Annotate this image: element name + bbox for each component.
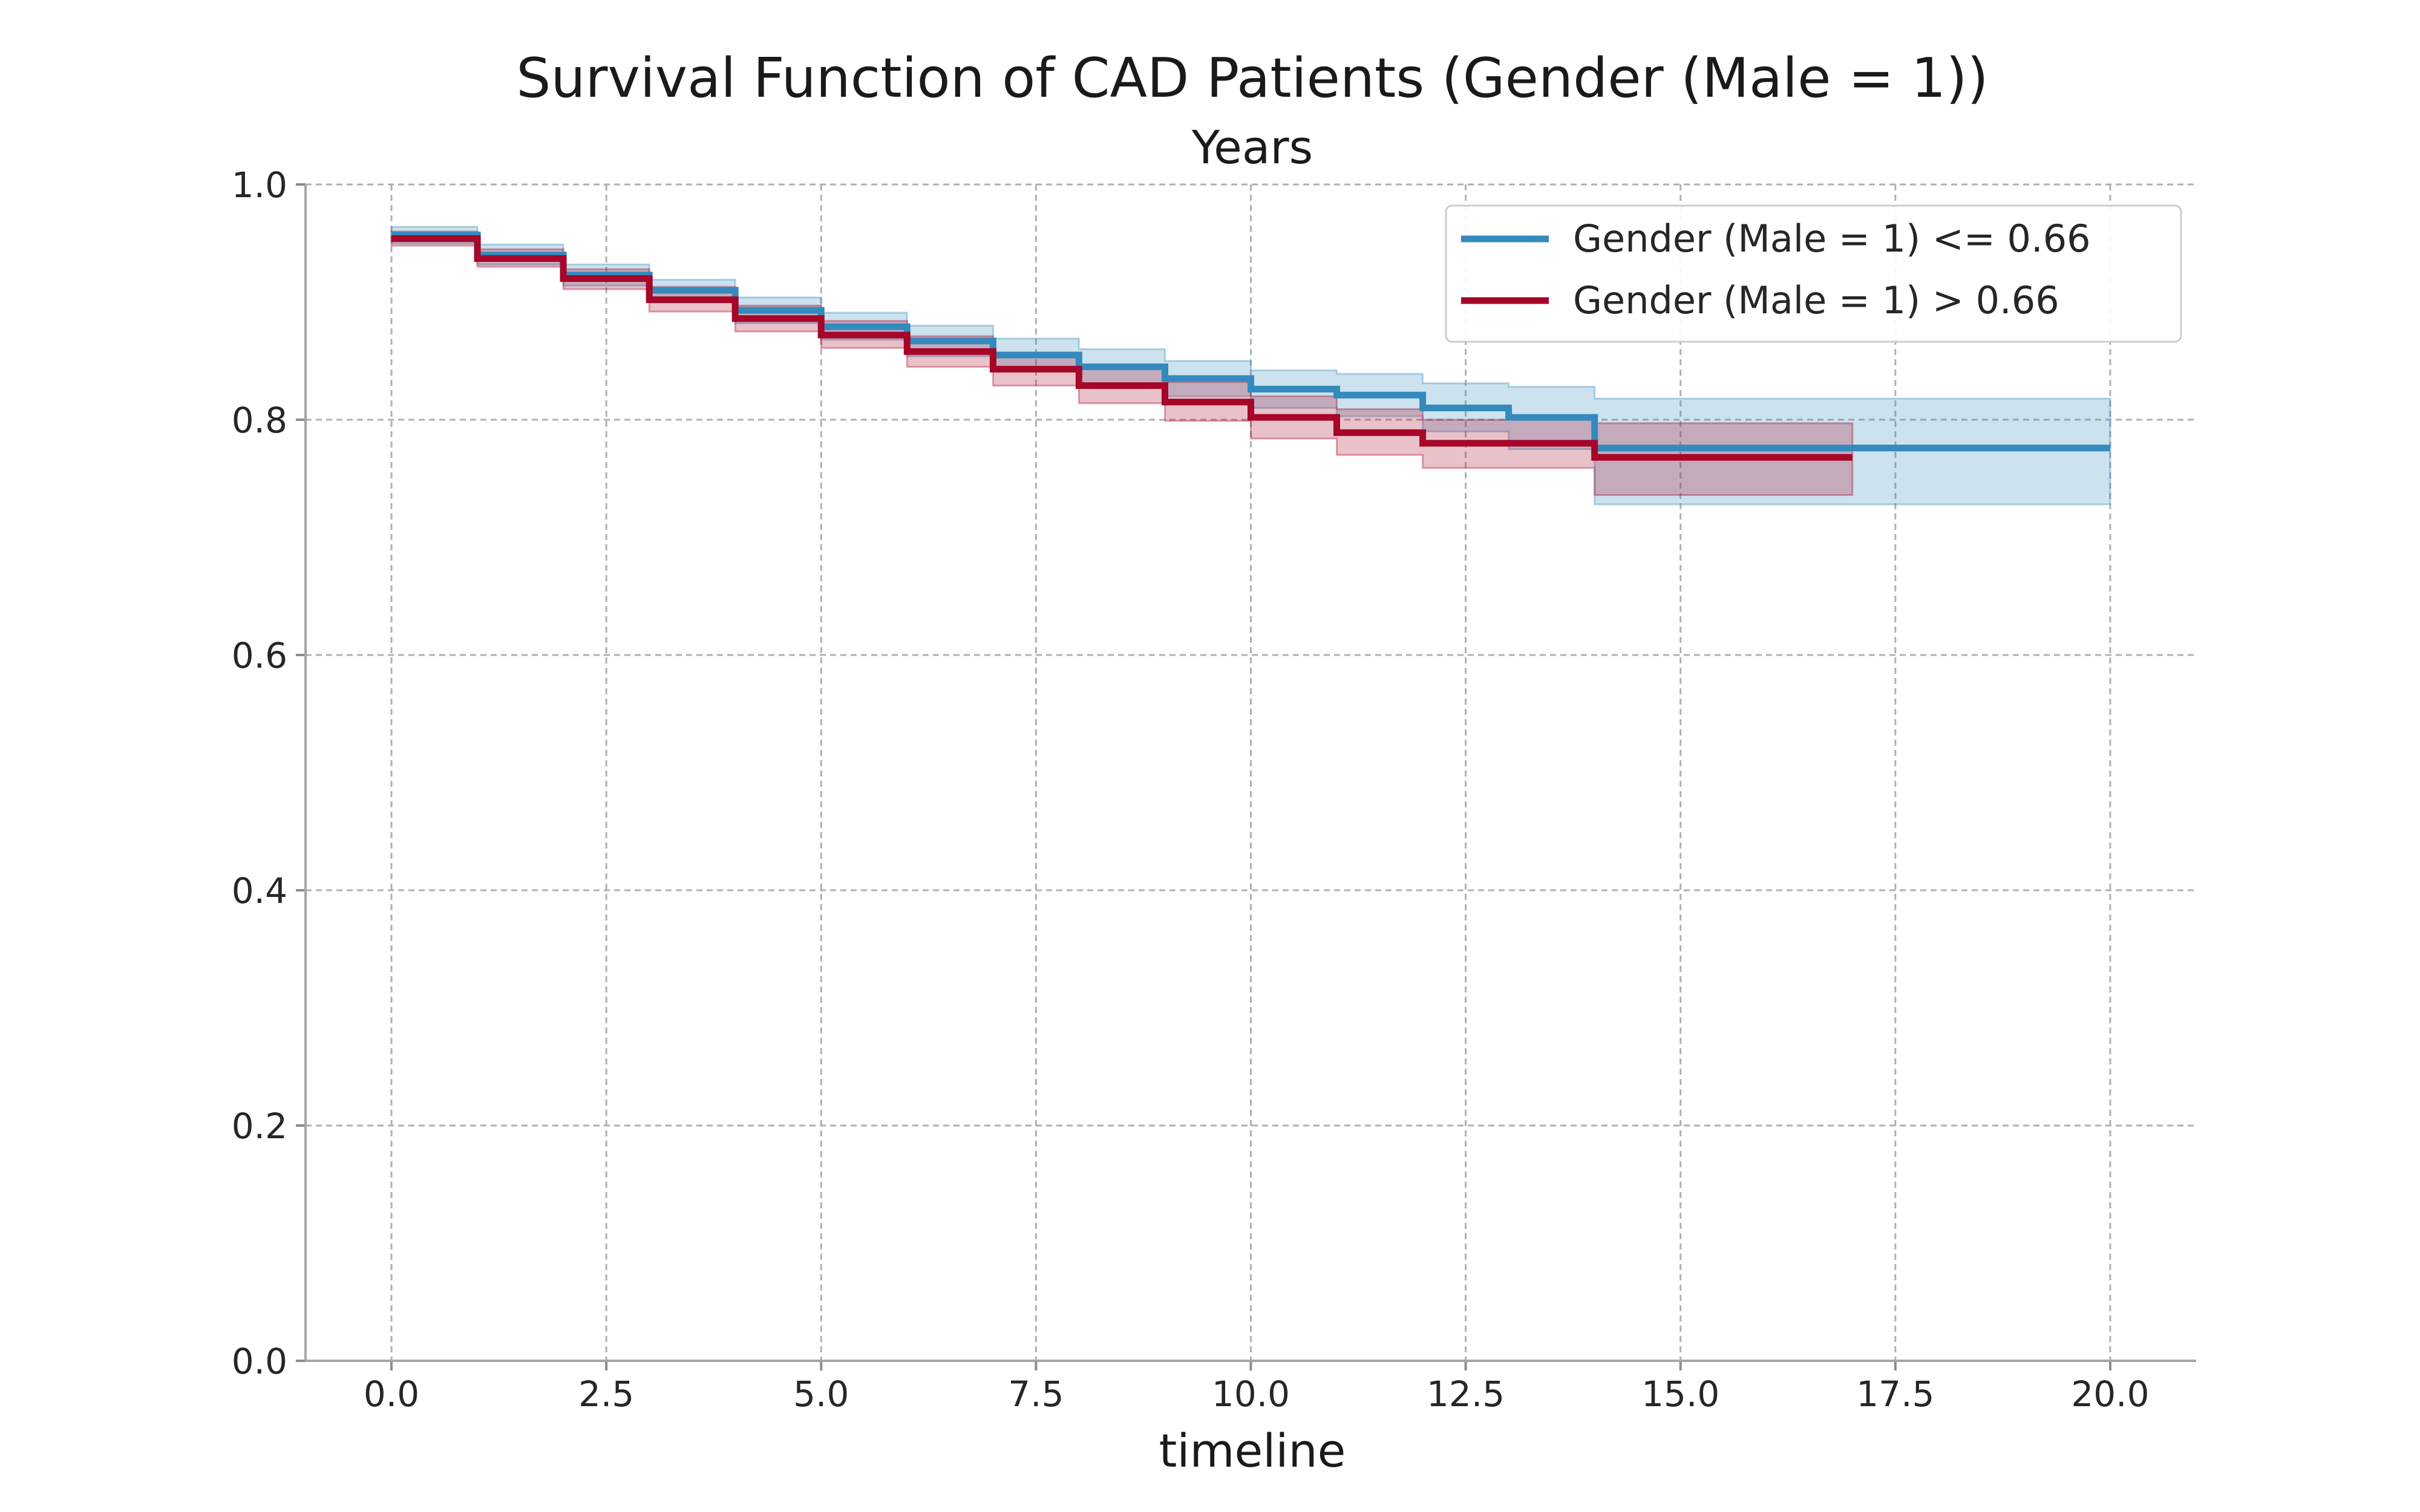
y-tick-label: 0.4 bbox=[232, 870, 287, 911]
legend-box bbox=[1445, 204, 2182, 343]
legend: Gender (Male = 1) <= 0.66 Gender (Male = … bbox=[1445, 204, 2182, 343]
x-tick-label: 17.5 bbox=[1856, 1374, 1934, 1415]
y-tick-label: 0.0 bbox=[232, 1341, 287, 1382]
x-tick-label: 20.0 bbox=[2071, 1374, 2149, 1415]
x-tick-label: 10.0 bbox=[1212, 1374, 1290, 1415]
y-tick-label: 0.6 bbox=[232, 635, 287, 676]
legend-label-series-2: Gender (Male = 1) > 0.66 bbox=[1573, 278, 2059, 322]
survival-lines bbox=[391, 232, 2110, 461]
x-tick-label: 12.5 bbox=[1427, 1374, 1505, 1415]
y-tick-label: 0.2 bbox=[232, 1106, 287, 1147]
survival-line-series-2 bbox=[391, 235, 1853, 461]
survival-line-series-1 bbox=[391, 232, 2110, 452]
chart-title: Survival Function of CAD Patients (Gende… bbox=[516, 47, 1988, 110]
legend-label-series-1: Gender (Male = 1) <= 0.66 bbox=[1573, 217, 2091, 261]
x-tick-label: 7.5 bbox=[1008, 1374, 1064, 1415]
x-axis-label: timeline bbox=[1159, 1424, 1346, 1478]
x-tick-label: 2.5 bbox=[578, 1374, 634, 1415]
x-tick-label: 5.0 bbox=[793, 1374, 849, 1415]
y-tick-label: 1.0 bbox=[232, 165, 287, 206]
x-tick-label: 15.0 bbox=[1641, 1374, 1719, 1415]
chart-subtitle: Years bbox=[1191, 120, 1313, 174]
x-tick-label: 0.0 bbox=[364, 1374, 419, 1415]
grid bbox=[306, 183, 2196, 1361]
axes: 0.0 2.5 5.0 7.5 10.0 12.5 15.0 17.5 20.0 0.0 0.2 0.… bbox=[232, 165, 2196, 1415]
y-tick-label: 0.8 bbox=[232, 400, 287, 441]
